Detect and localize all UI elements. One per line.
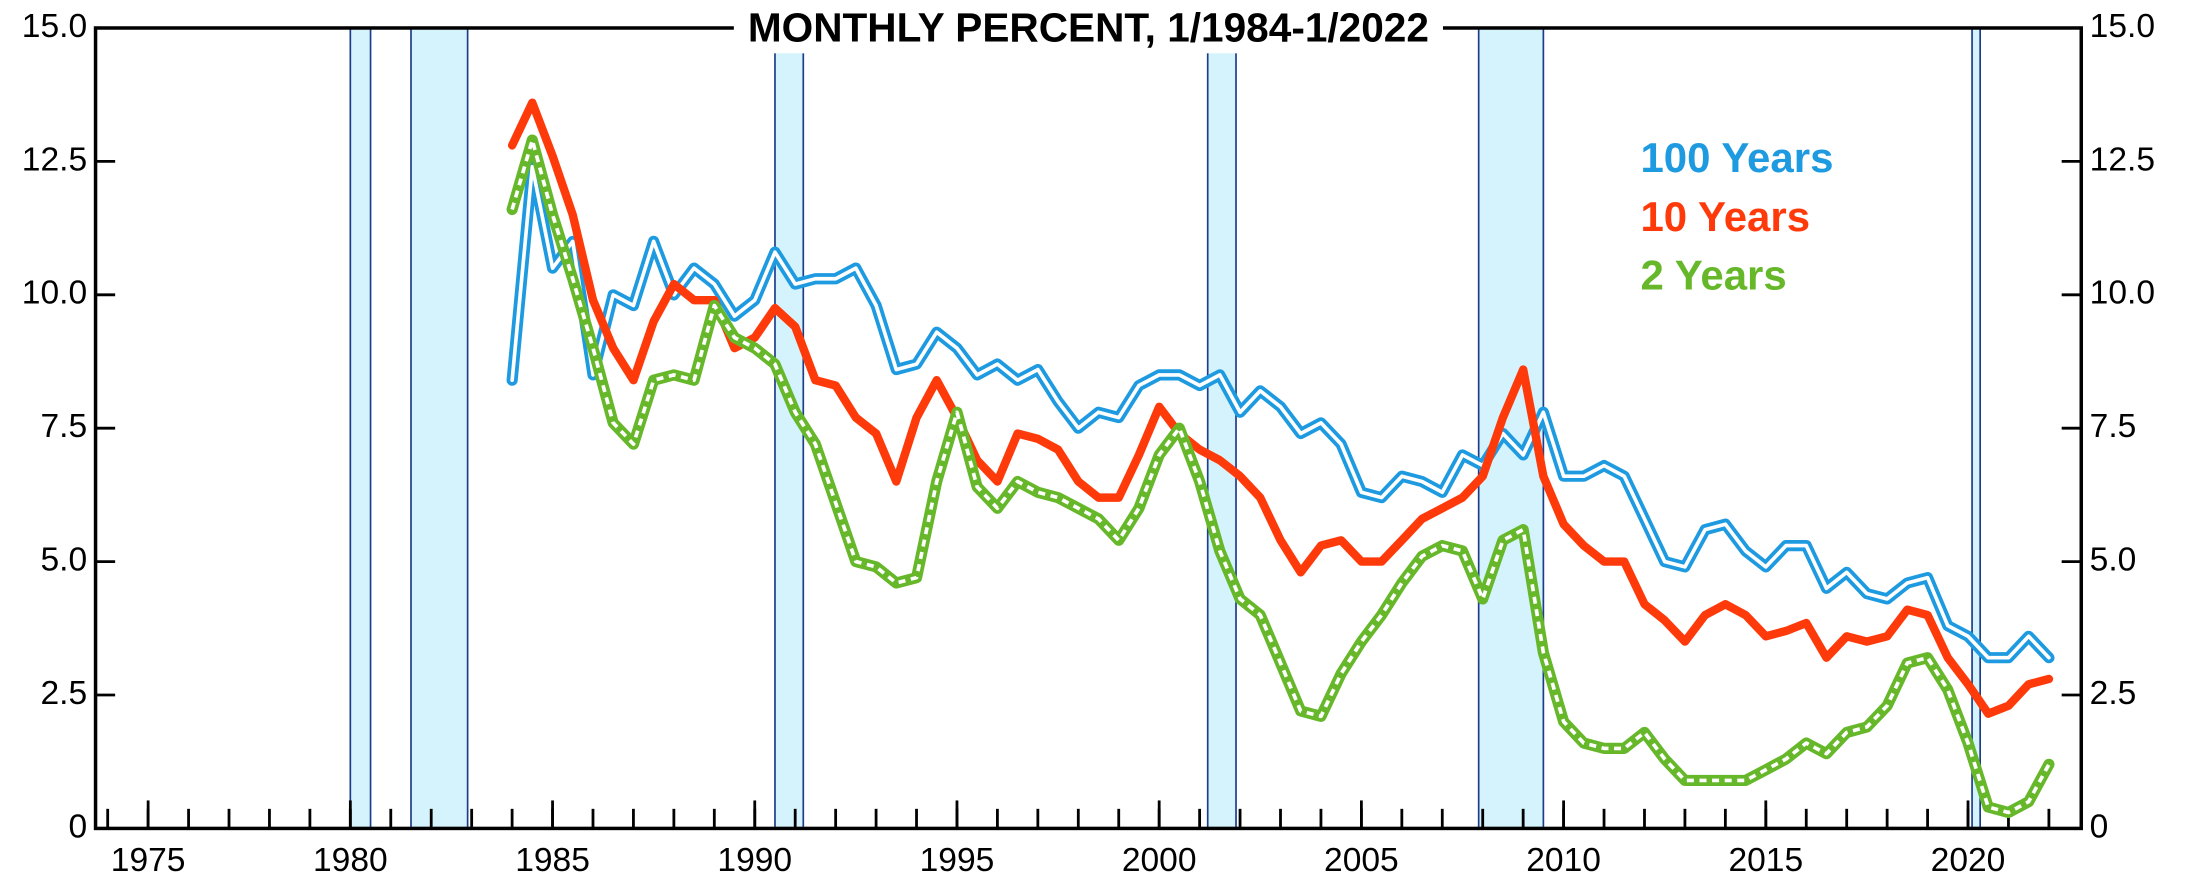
x-tick-label: 2005 <box>1324 842 1399 879</box>
x-tick-label: 2015 <box>1728 842 1803 879</box>
y-tick-label: 5.0 <box>40 541 87 578</box>
y2-tick-label: 7.5 <box>2090 408 2137 445</box>
y2-tick-label: 12.5 <box>2090 141 2155 178</box>
recession-band <box>410 27 469 830</box>
x-tick-label: 2020 <box>1931 842 2006 879</box>
chart-title: MONTHLY PERCENT, 1/1984-1/2022 <box>748 5 1429 51</box>
y-tick-label: 7.5 <box>40 408 87 445</box>
y-tick-label: 10.0 <box>22 275 87 312</box>
series-line <box>506 161 2055 664</box>
y2-tick-label: 15.0 <box>2090 8 2155 45</box>
recession-band <box>774 27 805 830</box>
recession-band <box>1206 27 1237 830</box>
y2-tick-label: 2.5 <box>2090 675 2137 712</box>
legend-entry: 10 Years <box>1640 193 1810 240</box>
series-line-inner <box>510 138 2051 815</box>
x-tick-label: 2010 <box>1526 842 1601 879</box>
x-tick-label: 1975 <box>111 842 186 879</box>
x-tick-label: 1985 <box>515 842 590 879</box>
y2-tick-label: 10.0 <box>2090 275 2155 312</box>
y2-tick-label: 0 <box>2090 808 2109 845</box>
y-tick-label: 15.0 <box>22 8 87 45</box>
y-tick-label: 12.5 <box>22 141 87 178</box>
x-tick-label: 1990 <box>717 842 792 879</box>
title-background <box>733 1 1443 54</box>
series-line <box>507 98 2054 718</box>
legend-entry: 2 Years <box>1640 252 1786 299</box>
recession-band <box>1971 27 1981 830</box>
x-tick-label: 1980 <box>313 842 388 879</box>
y-tick-label: 0 <box>68 808 87 845</box>
x-tick-label: 2000 <box>1122 842 1197 879</box>
series-line <box>506 134 2055 819</box>
y2-tick-label: 5.0 <box>2090 541 2137 578</box>
x-tick-label: 1995 <box>920 842 995 879</box>
legend-entry: 100 Years <box>1640 134 1833 181</box>
y-tick-label: 2.5 <box>40 675 87 712</box>
recession-band <box>349 27 372 830</box>
series-line-inner <box>510 164 2051 660</box>
